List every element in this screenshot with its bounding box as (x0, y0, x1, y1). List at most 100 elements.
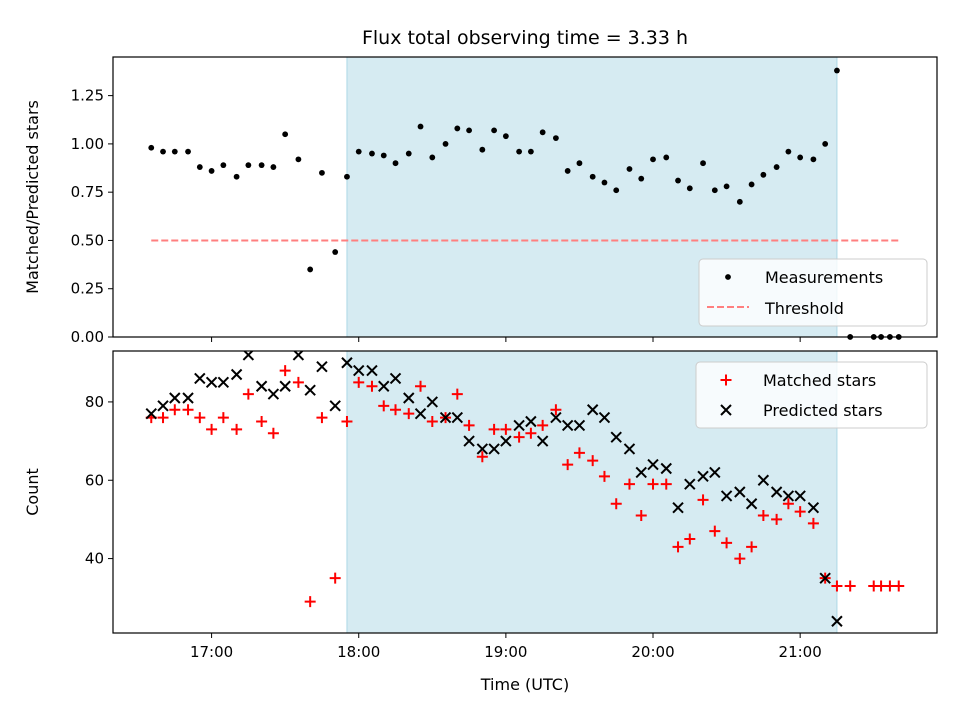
data-point (709, 466, 721, 479)
data-point (500, 435, 512, 447)
data-point (638, 175, 645, 182)
y-tick-label: 0.00 (71, 328, 104, 346)
data-point (169, 404, 181, 416)
data-point (426, 416, 438, 427)
data-point (403, 408, 415, 420)
data-point (746, 541, 758, 553)
data-point (414, 407, 427, 420)
data-point (390, 404, 402, 416)
data-point (429, 154, 436, 161)
data-point (672, 541, 684, 553)
data-point (598, 411, 611, 424)
data-point (810, 156, 817, 163)
data-point (610, 498, 622, 510)
legend: Measurements Threshold (698, 258, 928, 327)
data-point (426, 396, 439, 408)
data-point (157, 412, 169, 424)
data-point (319, 169, 325, 176)
data-point (316, 360, 328, 373)
data-point (564, 168, 571, 174)
data-point (454, 125, 461, 132)
chart-title: Flux total observing time = 3.33 h (362, 27, 688, 49)
data-point (700, 160, 706, 167)
data-point (794, 506, 806, 518)
data-point (562, 459, 574, 471)
data-point (760, 171, 767, 178)
data-point (415, 380, 427, 392)
data-point (169, 392, 181, 404)
count-panel: 17:00 18:00 19:00 20:00 21:00 40 60 80 Count Time… (23, 350, 938, 694)
data-point (587, 455, 599, 467)
data-point (785, 148, 792, 155)
data-point (332, 249, 339, 255)
data-point (675, 177, 681, 184)
data-point (893, 580, 905, 592)
plot-area (148, 67, 902, 337)
data-point (267, 427, 279, 439)
x-axis-label: Time (UTC) (480, 675, 569, 694)
legend-marker-predicted (720, 404, 732, 416)
data-point (182, 392, 194, 404)
x-tick-label: 19:00 (484, 643, 527, 661)
data-point (576, 160, 583, 167)
data-point (610, 431, 622, 443)
data-point (380, 152, 387, 159)
data-point (635, 510, 647, 521)
data-point (709, 525, 721, 537)
legend-box (695, 361, 928, 429)
data-point (292, 376, 304, 388)
data-point (479, 146, 486, 153)
data-point (684, 478, 696, 490)
data-point (720, 490, 733, 502)
legend-label: Matched stars (763, 371, 876, 390)
y-tick-label: 40 (85, 550, 104, 568)
data-point (205, 376, 218, 389)
data-point (304, 596, 316, 608)
y-tick-label: 0.25 (71, 280, 104, 298)
data-point (757, 474, 770, 486)
legend-marker-measurements (725, 274, 731, 280)
data-point (635, 466, 647, 479)
data-point (697, 470, 709, 483)
x-tick-label: 20:00 (631, 643, 674, 661)
data-point (148, 144, 155, 151)
data-point (256, 416, 268, 427)
data-point (220, 162, 227, 169)
data-point (182, 404, 194, 416)
data-point (242, 388, 254, 400)
data-point (282, 131, 289, 138)
y-tick-label: 1.25 (71, 87, 104, 105)
data-point (770, 486, 783, 498)
data-point (491, 127, 497, 134)
data-point (586, 404, 599, 416)
data-point (734, 553, 746, 565)
data-point (463, 419, 475, 431)
data-point (255, 380, 268, 392)
data-point (208, 168, 215, 174)
data-point (258, 162, 265, 169)
data-point (672, 501, 684, 514)
legend-box (698, 258, 928, 327)
y-tick-label: 0.75 (71, 183, 104, 201)
y-tick-label: 60 (85, 471, 104, 489)
data-point (270, 164, 277, 170)
data-point (341, 357, 353, 369)
data-point (217, 376, 230, 389)
data-point (525, 415, 537, 428)
data-point (527, 148, 534, 155)
data-point (353, 364, 365, 377)
data-point (721, 537, 733, 549)
data-point (341, 416, 353, 427)
data-point (513, 431, 525, 443)
data-point (723, 183, 730, 190)
data-point (660, 478, 672, 490)
data-point (442, 140, 449, 147)
data-point (550, 411, 562, 424)
legend-marker-matched (720, 374, 732, 386)
data-point (539, 129, 546, 136)
data-point (734, 486, 746, 498)
data-point (573, 447, 585, 459)
data-point (392, 160, 399, 167)
data-point (233, 173, 240, 180)
data-point (353, 376, 365, 388)
